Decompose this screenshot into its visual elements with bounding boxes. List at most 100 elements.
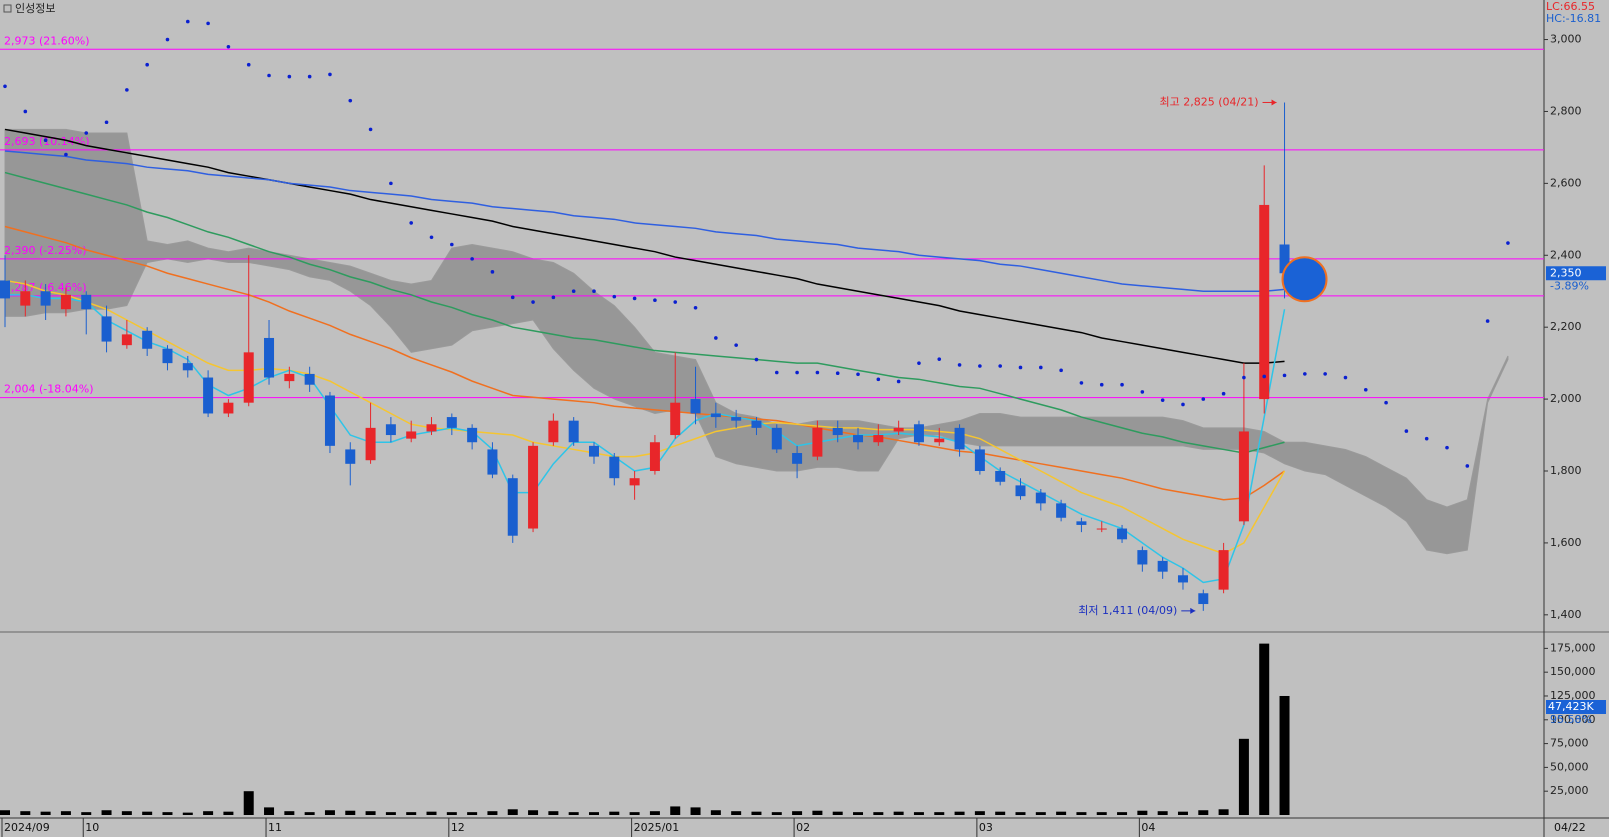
volume-bar (406, 812, 417, 815)
volume-bar (853, 812, 864, 815)
y-tick-label: 2,800 (1550, 104, 1582, 117)
sar-dot (43, 138, 48, 143)
candle-body (426, 424, 437, 432)
candle-body (913, 424, 924, 443)
candle-body (264, 337, 275, 378)
moving-average (4, 150, 1285, 292)
level-label: 2,390 (-2.25%) (4, 244, 86, 257)
volume-tick-label: 50,000 (1550, 760, 1589, 773)
volume-bar (385, 812, 396, 815)
sar-dot (1242, 375, 1246, 380)
volume-bar (609, 811, 620, 815)
volume-bar (629, 812, 640, 815)
volume-bar (1035, 812, 1046, 815)
volume-bar (670, 806, 681, 815)
sar-dot (1384, 400, 1388, 405)
sar-dot (389, 181, 393, 186)
volume-tick-label: 125,000 (1550, 689, 1596, 702)
sar-dot (673, 300, 678, 304)
annotation-label: 최고 2,825 (04/21) (1160, 95, 1259, 108)
annotation-label: 최저 1,411 (04/09) (1078, 604, 1177, 617)
sar-dot (632, 296, 637, 301)
price-change: -3.89% (1550, 279, 1589, 292)
candle-body (284, 373, 295, 382)
sar-dot (1282, 373, 1287, 378)
volume-bar (284, 811, 295, 815)
candle-body (629, 478, 640, 486)
sar-dot (287, 74, 292, 79)
candle-body (568, 420, 579, 443)
sar-dot (835, 371, 840, 376)
y-tick-label: 1,800 (1550, 464, 1582, 477)
candle-body (20, 291, 31, 306)
candle-body (1279, 244, 1290, 274)
volume-bar (60, 811, 71, 815)
sar-dot (917, 361, 921, 365)
candle-body (60, 294, 71, 310)
candle-body (81, 294, 92, 310)
candle-body (690, 399, 701, 414)
volume-bar (20, 811, 31, 815)
candle-body (853, 435, 864, 443)
sar-dot (998, 364, 1002, 368)
volume-bar (792, 811, 803, 815)
sar-dot (1039, 365, 1043, 370)
candle-body (142, 330, 153, 349)
x-tick-label: 2024/09 (4, 821, 50, 834)
sar-dot (368, 127, 373, 132)
sar-dot (571, 289, 576, 294)
volume-bar (487, 811, 498, 815)
candle-body (528, 445, 539, 529)
ichimoku-cloud (4, 128, 1509, 555)
volume-bar (507, 809, 518, 815)
volume-last-label: 47,423K (1548, 700, 1594, 713)
volume-bar (1076, 812, 1087, 815)
moving-average (4, 171, 1285, 454)
volume-bar (467, 812, 478, 815)
x-tick-label: 11 (268, 821, 282, 834)
candle-body (1238, 431, 1249, 522)
sar-dot (693, 305, 698, 310)
volume-bar (771, 812, 782, 815)
sar-dot (815, 370, 820, 375)
sar-dot (450, 242, 454, 247)
y-tick-label: 1,600 (1550, 536, 1582, 549)
candle-body (1056, 503, 1067, 518)
candle-body (1157, 560, 1168, 572)
candle-body (832, 427, 843, 436)
candle-body (223, 402, 234, 414)
sar-dot (957, 363, 962, 367)
indicator-label: LC:66.55 (1546, 0, 1595, 13)
volume-bar (223, 811, 234, 815)
sar-dot (226, 44, 231, 49)
volume-bar (1279, 695, 1290, 815)
sar-dot (1160, 398, 1165, 402)
sar-dot (1181, 402, 1185, 407)
sar-dot (1506, 241, 1510, 245)
candle-body (1218, 550, 1229, 590)
volume-tick-label: 100,000 (1550, 713, 1596, 726)
volume-bar (649, 811, 660, 815)
sar-dot (896, 379, 901, 384)
candle-body (446, 417, 457, 428)
volume-bar (1056, 811, 1067, 815)
sar-dot (978, 364, 982, 368)
sar-dot (1465, 464, 1470, 468)
candle-body (182, 363, 193, 371)
volume-tick-label: 75,000 (1550, 737, 1589, 750)
volume-bar (121, 811, 132, 815)
volume-bar (528, 810, 539, 815)
x-tick-label: 02 (796, 821, 810, 834)
candle-body (0, 280, 10, 299)
level-label: 2,973 (21.60%) (4, 34, 90, 47)
volume-bar (345, 810, 356, 815)
volume-bar (81, 812, 92, 815)
volume-bar (548, 811, 559, 815)
sar-dot (937, 357, 942, 361)
candle-body (345, 449, 356, 464)
candle-body (304, 373, 315, 385)
sar-dot (754, 357, 759, 362)
date-label: 04/22 (1554, 821, 1586, 834)
sar-dot (1059, 368, 1063, 373)
